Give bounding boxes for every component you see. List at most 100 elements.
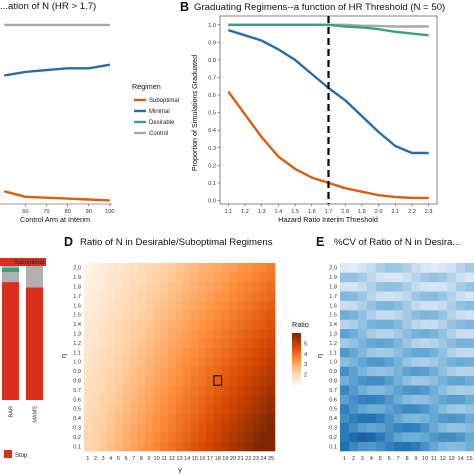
panel-e-heatmap-cell [357,319,368,330]
panel-d-heatmap-cell [236,310,245,320]
panel-d-heatmap-cell [114,347,123,358]
panel-e-heatmap-cell [429,394,439,405]
panel-d-heatmap-cell [252,272,261,283]
panel-d-heatmap-cell [91,300,100,311]
panel-d-heatmap-cell [206,272,215,283]
panel-d-heatmap-cell [145,385,154,395]
panel-d-heatmap-cell [122,300,131,311]
panel-d-heatmap-cell [114,319,123,330]
panel-e-heatmap-cell [411,319,421,330]
panel-d-colorbar-step [292,381,301,384]
panel-d-heatmap-cell [244,263,253,273]
panel-d-heatmap-cell [183,338,192,348]
panel-d-heatmap-cell [244,357,253,367]
panel-e-y-tick-label: 1.9 [329,275,337,281]
panel-e-heatmap-cell [429,347,439,358]
panel-e-heatmap-cell [340,347,350,358]
panel-d-heatmap-cell [91,432,100,442]
panel-d-heatmap-cell [122,394,131,405]
panel-e-heatmap-cell [357,375,368,386]
panel-e-heatmap-cell [384,432,394,442]
panel-e-heatmap-cell [393,310,403,320]
panel-e-heatmap-cell [375,263,385,273]
panel-e-heatmap-cell [393,366,403,377]
panel-e-heatmap-cell [375,366,385,377]
panel-e-heatmap-cell [393,338,403,348]
panel-e-heatmap-cell [384,291,394,301]
panel-d-heatmap-cell [183,263,192,273]
panel-d-heatmap-cell [99,281,108,292]
panel-d-heatmap-cell [229,347,238,358]
panel-d-heatmap-cell [91,338,100,348]
panel-d-heatmap-cell [190,366,199,377]
panel-d-heatmap-cell [229,441,238,452]
panel-d-heatmap-cell [183,319,192,330]
panel-d-colorbar-step [292,383,301,386]
panel-b-plot: 0.0 0.1 0.2 0.3 0.4 0.5 0.6 0.7 0.8 0.9 1.0 1.1 1.2 1… [208,15,438,215]
panel-d-heatmap-cell [229,300,238,311]
panel-d-heatmap-cell [236,394,245,405]
panel-e-heatmap-cell [402,375,412,386]
panel-d-y-tick-label: 1.1 [73,350,81,356]
panel-d-colorbar-step [292,345,301,348]
panel-e-heatmap-cell [348,281,359,292]
panel-d-heatmap-cell [152,347,161,358]
panel-c: Suboptimal BAR MAMS Stop [0,258,46,459]
panel-d-heatmap-cell [84,310,92,320]
panel-e-heatmap-cell [348,310,359,320]
panel-e-heatmap-cell [375,422,385,433]
panel-e-heatmap-cell [411,357,421,367]
panel-d-heatmap-cell [145,432,154,442]
panel-d-y-tick-label: 1.5 [73,313,81,319]
panel-d-heatmap-cell [175,375,184,386]
panel-d-heatmap-cell [183,422,192,433]
panel-d-heatmap-cell [99,319,108,330]
panel-d-heatmap-cell [122,319,131,330]
panel-e-heatmap-cell [366,441,377,452]
panel-e-heatmap-cell [348,432,359,442]
panel-e-heatmap-cell [420,291,430,301]
panel-e-heatmap-cell [393,300,403,311]
panel-b-y-tick-label: 0.4 [208,128,216,134]
panel-d-heatmap-cell [252,338,261,348]
panel-e-heatmap-cell [375,441,385,452]
panel-e-heatmap-cell [402,328,412,339]
panel-d-heatmap-cell [213,413,222,424]
panel-d-x-tick-label: 17 [207,456,213,462]
panel-e-heatmap-cell [438,432,448,442]
panel-d-heatmap-cell [99,441,108,452]
panel-d-heatmap-cell [229,366,238,377]
panel-d-heatmap-cell [213,300,222,311]
panel-e-heatmap-cell [402,385,412,395]
panel-d-heatmap-cell [106,272,115,283]
panel-d-heatmap-cell [267,404,276,414]
panel-d-heatmap-cell [267,338,276,348]
panel-d-y-tick-label: 1.2 [73,341,81,347]
panel-d-heatmap-cell [221,385,230,395]
panel-d-heatmap-cell [114,310,123,320]
panel-e-heatmap-cell [465,272,474,283]
panel-e-heatmap-cell [429,441,439,452]
panel-b-x-tick-label: 1.9 [358,209,366,215]
panel-d-heatmap-cell [198,432,207,442]
panel-d-heatmap-cell [183,357,192,367]
panel-e-heatmap-cell [393,347,403,358]
panel-d-heatmap-cell [183,291,192,301]
panel-e-heatmap-cell [366,263,377,273]
panel-e-heatmap-cell [357,432,368,442]
panel-d-x-tick-label: 6 [124,456,127,462]
panel-d-heatmap-cell [145,413,154,424]
panel-e-heatmap-cell [456,319,466,330]
panel-d-colorbar-tick-label: 5 [304,341,307,347]
panel-a-xlabel: Control Arm at Interim [20,215,90,224]
panel-d-heatmap-cell [259,281,268,292]
panel-e-heatmap-cell [456,291,466,301]
panel-e-heatmap-cell [465,422,474,433]
panel-d-heatmap-cell [206,357,215,367]
panel-c-plot: Suboptimal BAR MAMS Stop [0,258,46,459]
panel-d-heatmap-cell [206,432,215,442]
panel-d-heatmap-cell [168,300,176,311]
panel-e-heatmap-cell [420,366,430,377]
panel-e-heatmap-cell [420,404,430,414]
